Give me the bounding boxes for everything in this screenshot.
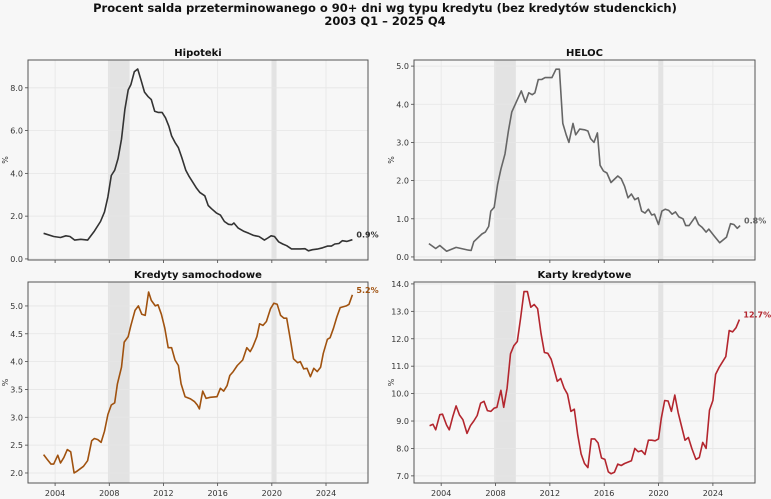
end-value-label: 5.2% xyxy=(356,286,378,295)
y-tick-label: 7.0 xyxy=(396,472,409,481)
series-line-kredyty-samochodowe xyxy=(42,291,354,474)
recession-band xyxy=(494,60,516,260)
y-tick-label: 2.0 xyxy=(396,177,409,186)
x-tick-label: 2008 xyxy=(99,489,119,498)
recession-band xyxy=(107,282,130,483)
x-tick-label: 2020 xyxy=(648,489,668,498)
y-tick-label: 4.5 xyxy=(10,330,23,339)
recession-band xyxy=(271,282,277,483)
y-tick-label: 1.0 xyxy=(396,215,409,224)
y-axis-label: % xyxy=(1,378,10,386)
y-tick-label: 8.0 xyxy=(396,444,409,453)
axes-frame xyxy=(27,281,369,484)
plot-area xyxy=(414,60,755,260)
x-tick-label: 2004 xyxy=(45,489,65,498)
panel-karty-kredytowe: 2004 2008 2012 2016 2020 2024 7.0 8.0 9.0 10.0 11.… xyxy=(387,270,771,498)
y-tick-label: 11.0 xyxy=(391,362,409,371)
plot-area xyxy=(414,282,755,483)
panel-title: HELOC xyxy=(566,48,603,59)
y-tick-label: 3.5 xyxy=(10,385,23,394)
plot-area xyxy=(28,282,368,483)
y-axis-label: % xyxy=(387,156,396,164)
axes-frame xyxy=(413,59,756,261)
end-value-label: 12.7% xyxy=(743,311,771,320)
y-tick-label: 8.0 xyxy=(10,84,23,93)
y-tick-label: 2.0 xyxy=(10,469,23,478)
end-value-label: 0.8% xyxy=(744,217,766,226)
y-tick-label: 12.0 xyxy=(391,335,409,344)
x-tick-label: 2024 xyxy=(316,489,336,498)
plot-area xyxy=(28,60,368,260)
panel-hipoteki: 0.0 2.0 4.0 6.0 8.0 0.9% Hipoteki% xyxy=(1,48,379,264)
x-tick-label: 2024 xyxy=(703,489,723,498)
series-line-hipoteki xyxy=(43,68,353,252)
x-tick-label: 2016 xyxy=(207,489,227,498)
y-tick-label: 4.0 xyxy=(396,100,409,109)
y-axis-label: % xyxy=(1,156,10,164)
end-value-label: 0.9% xyxy=(356,231,378,240)
y-tick-label: 9.0 xyxy=(396,417,409,426)
panel-kredyty-samochodowe: 2004 2008 2012 2016 2020 2024 2.0 2.5 3.0 3.5 4.0 4… xyxy=(1,270,379,498)
figure-title: Procent salda przeterminowanego o 90+ dn… xyxy=(93,1,677,15)
y-tick-label: 0.0 xyxy=(396,253,409,262)
panel-heloc: 0.0 1.0 2.0 3.0 4.0 5.0 0.8% HELOC% xyxy=(387,48,766,263)
y-axis-label: % xyxy=(387,378,396,386)
y-tick-label: 2.5 xyxy=(10,441,23,450)
y-tick-label: 5.0 xyxy=(10,302,23,311)
panel-title: Hipoteki xyxy=(174,48,221,59)
y-tick-label: 3.0 xyxy=(10,413,23,422)
series-line-karty-kredytowe xyxy=(429,290,741,475)
recession-band xyxy=(658,282,664,483)
x-tick-label: 2012 xyxy=(153,489,173,498)
panel-title: Kredyty samochodowe xyxy=(134,270,262,281)
y-tick-label: 4.0 xyxy=(10,169,23,178)
recession-band xyxy=(494,282,516,483)
figure-subtitle: 2003 Q1 – 2025 Q4 xyxy=(324,14,445,28)
axes-frame xyxy=(413,281,756,484)
y-tick-label: 10.0 xyxy=(391,390,409,399)
y-tick-label: 5.0 xyxy=(396,62,409,71)
y-tick-label: 13.0 xyxy=(391,307,409,316)
y-tick-label: 14.0 xyxy=(391,280,409,289)
x-tick-label: 2012 xyxy=(540,489,560,498)
y-tick-label: 4.0 xyxy=(10,358,23,367)
recession-band xyxy=(107,60,130,260)
series-line-heloc xyxy=(428,68,741,252)
panel-title: Karty kredytowe xyxy=(538,270,632,281)
y-tick-label: 6.0 xyxy=(10,127,23,136)
recession-band xyxy=(271,60,277,260)
axes-frame xyxy=(27,59,369,261)
y-tick-label: 0.0 xyxy=(10,255,23,264)
y-tick-label: 2.0 xyxy=(10,212,23,221)
y-tick-label: 3.0 xyxy=(396,138,409,147)
x-tick-label: 2016 xyxy=(594,489,614,498)
x-tick-label: 2008 xyxy=(485,489,505,498)
recession-band xyxy=(658,60,664,260)
x-tick-label: 2020 xyxy=(262,489,282,498)
x-tick-label: 2004 xyxy=(431,489,451,498)
